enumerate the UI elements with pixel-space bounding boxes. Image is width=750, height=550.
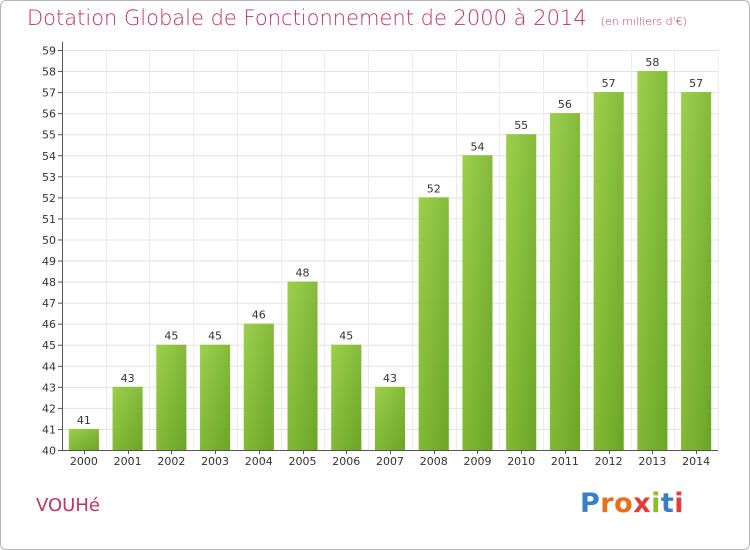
y-tick-label: 55 — [42, 129, 56, 142]
x-tick-label: 2013 — [638, 455, 666, 468]
x-tick-label: 2008 — [420, 455, 448, 468]
bar-shade — [243, 323, 274, 450]
data-label: 45 — [164, 330, 178, 343]
y-tick-label: 54 — [42, 150, 56, 163]
y-tick-label: 58 — [42, 66, 56, 79]
data-label: 57 — [689, 77, 703, 90]
logo-letter: P — [580, 488, 601, 519]
bar-shade — [593, 92, 624, 451]
y-tick-label: 47 — [42, 297, 56, 310]
x-tick-label: 2002 — [157, 455, 185, 468]
bar-shade — [331, 344, 362, 450]
x-tick-label: 2003 — [201, 455, 229, 468]
bar-shade — [462, 155, 493, 450]
data-label: 55 — [514, 119, 528, 132]
x-tick-label: 2004 — [245, 455, 273, 468]
bar-shade — [681, 92, 712, 451]
y-tick-label: 40 — [42, 445, 56, 458]
data-label: 41 — [77, 414, 91, 427]
x-tick-label: 2012 — [595, 455, 623, 468]
logo-letter: i — [674, 488, 685, 519]
data-label: 57 — [602, 77, 616, 90]
chart-title: Dotation Globale de Fonctionnement de 20… — [27, 6, 687, 30]
y-tick-label: 49 — [42, 255, 56, 268]
logo-letter: i — [651, 488, 661, 519]
y-tick-label: 48 — [42, 276, 56, 289]
logo-letter: r — [600, 488, 615, 519]
y-tick-label: 51 — [42, 213, 56, 226]
logo-letter: o — [614, 488, 634, 519]
x-tick-label: 2000 — [70, 455, 98, 468]
data-label: 48 — [296, 267, 310, 280]
data-label: 43 — [383, 372, 397, 385]
data-label: 58 — [645, 56, 659, 69]
data-label: 43 — [121, 372, 135, 385]
x-tick-label: 2011 — [551, 455, 579, 468]
x-tick-label: 2009 — [463, 455, 491, 468]
y-tick-label: 45 — [42, 339, 56, 352]
proxiti-logo: Proxiti — [580, 488, 684, 519]
data-label: 45 — [339, 330, 353, 343]
y-tick-label: 42 — [42, 402, 56, 415]
data-label: 56 — [558, 98, 572, 111]
x-tick-label: 2010 — [507, 455, 535, 468]
data-label: 52 — [427, 182, 441, 195]
x-tick-label: 2007 — [376, 455, 404, 468]
y-tick-label: 44 — [42, 360, 56, 373]
bar-shade — [637, 71, 668, 450]
y-tick-label: 59 — [42, 45, 56, 58]
bar-shade — [287, 281, 318, 450]
chart-title-text: Dotation Globale de Fonctionnement de 20… — [27, 6, 587, 30]
commune-name: VOUHé — [36, 495, 100, 516]
data-label: 46 — [252, 309, 266, 322]
y-tick-label: 56 — [42, 108, 56, 121]
logo-letter: t — [660, 488, 675, 519]
chart-unit: (en milliers d'€) — [600, 15, 687, 28]
data-label: 45 — [208, 330, 222, 343]
data-label: 54 — [470, 140, 484, 153]
y-tick-label: 46 — [42, 318, 56, 331]
y-tick-label: 50 — [42, 234, 56, 247]
logo-letter: x — [633, 488, 652, 519]
bar-shade — [68, 428, 99, 450]
bar-shade — [506, 134, 537, 451]
y-tick-label: 41 — [42, 423, 56, 436]
y-tick-label: 52 — [42, 192, 56, 205]
bar-shade — [200, 344, 231, 450]
bar-shade — [112, 386, 143, 450]
x-tick-label: 2005 — [289, 455, 317, 468]
y-tick-label: 53 — [42, 171, 56, 184]
bar-shade — [375, 386, 405, 450]
bar-shade — [156, 344, 187, 450]
bar-shade — [549, 113, 580, 450]
bar-shade — [418, 197, 449, 450]
x-tick-label: 2006 — [332, 455, 360, 468]
y-tick-label: 43 — [42, 381, 56, 394]
y-tick-label: 57 — [42, 87, 56, 100]
x-tick-label: 2014 — [682, 455, 710, 468]
x-tick-label: 2001 — [114, 455, 142, 468]
